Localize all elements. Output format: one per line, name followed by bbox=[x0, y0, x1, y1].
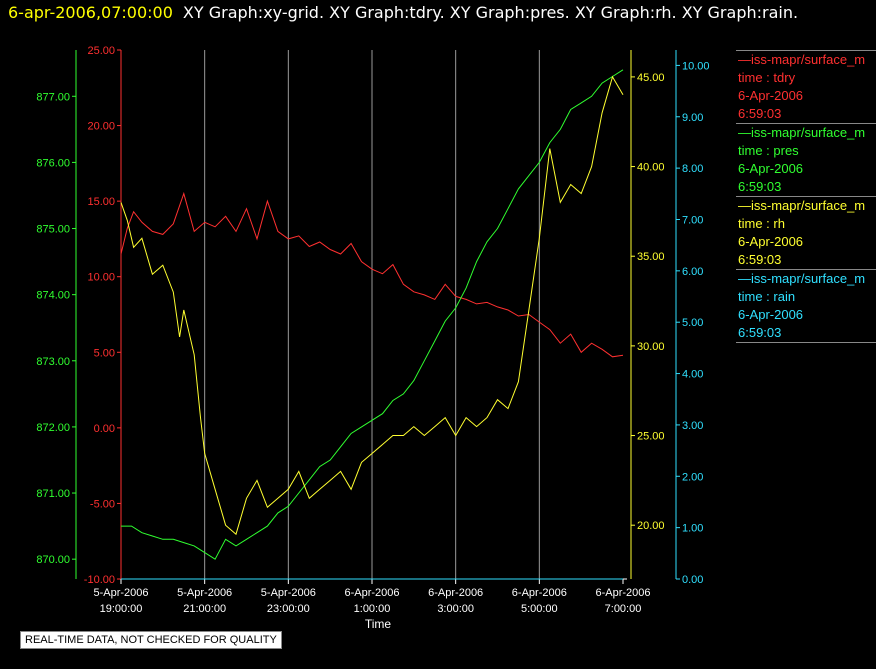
legend-time: 6:59:03 bbox=[738, 106, 782, 121]
legend-name: —iss-mapr/surface_m bbox=[738, 125, 866, 140]
axis-tick-label-tdry: 20.00 bbox=[87, 121, 115, 133]
series-line-tdry bbox=[120, 191, 624, 358]
x-tick-label-time: 23:00:00 bbox=[267, 603, 310, 615]
legend-time: 6:59:03 bbox=[738, 179, 782, 194]
legend-name: —iss-mapr/surface_m bbox=[738, 198, 866, 213]
legend-date: 6-Apr-2006 bbox=[738, 161, 804, 176]
legend-label: time : rain bbox=[738, 289, 796, 304]
axis-tick-label-tdry: -10.00 bbox=[84, 574, 115, 586]
axis-tick-label-rain: 8.00 bbox=[682, 163, 703, 175]
legend-date: 6-Apr-2006 bbox=[738, 88, 804, 103]
x-tick-label-time: 21:00:00 bbox=[183, 603, 226, 615]
x-tick-label-date: 5-Apr-2006 bbox=[177, 587, 232, 599]
axis-tick-label-rh: 40.00 bbox=[637, 162, 665, 174]
legend-name: —iss-mapr/surface_m bbox=[738, 271, 866, 286]
x-tick-label-time: 19:00:00 bbox=[100, 603, 143, 615]
axis-tick-label-rain: 5.00 bbox=[682, 317, 703, 329]
axis-tick-label-rh: 45.00 bbox=[637, 72, 665, 84]
legend-label: time : pres bbox=[738, 143, 799, 158]
legend-label: time : rh bbox=[738, 216, 785, 231]
axis-tick-label-rh: 20.00 bbox=[637, 520, 665, 532]
x-tick-label-date: 6-Apr-2006 bbox=[595, 587, 650, 599]
axis-tick-label-rh: 35.00 bbox=[637, 251, 665, 263]
axis-tick-label-tdry: 15.00 bbox=[87, 196, 115, 208]
axis-tick-label-pres: 871.00 bbox=[36, 488, 70, 500]
x-tick-label-date: 6-Apr-2006 bbox=[428, 587, 483, 599]
legend-name: —iss-mapr/surface_m bbox=[738, 52, 866, 67]
legend-date: 6-Apr-2006 bbox=[738, 234, 804, 249]
legend-time: 6:59:03 bbox=[738, 252, 782, 267]
axis-tick-label-pres: 877.00 bbox=[36, 91, 70, 103]
axis-tick-label-rain: 2.00 bbox=[682, 471, 703, 483]
axis-tick-label-tdry: -5.00 bbox=[90, 498, 115, 510]
x-tick-label-date: 5-Apr-2006 bbox=[261, 587, 316, 599]
axis-tick-label-tdry: 5.00 bbox=[94, 347, 115, 359]
axis-tick-label-pres: 876.00 bbox=[36, 157, 70, 169]
x-tick-label-date: 5-Apr-2006 bbox=[93, 587, 148, 599]
axis-tick-label-tdry: 25.00 bbox=[87, 45, 115, 57]
x-tick-label-time: 5:00:00 bbox=[521, 603, 558, 615]
axis-tick-label-tdry: 10.00 bbox=[87, 272, 115, 284]
series-line-rh bbox=[120, 75, 624, 536]
axis-tick-label-rain: 6.00 bbox=[682, 266, 703, 278]
axis-tick-label-pres: 874.00 bbox=[36, 290, 70, 302]
x-axis-title: Time bbox=[364, 617, 392, 631]
axis-tick-label-rain: 9.00 bbox=[682, 112, 703, 124]
legend: —iss-mapr/surface_m time : tdry 6-Apr-2006… bbox=[736, 50, 876, 343]
x-tick-label-time: 1:00:00 bbox=[354, 603, 391, 615]
axis-tick-label-rain: 1.00 bbox=[682, 523, 703, 535]
axis-tick-label-rh: 30.00 bbox=[637, 341, 665, 353]
axis-tick-label-pres: 872.00 bbox=[36, 422, 70, 434]
axis-tick-label-rain: 0.00 bbox=[682, 574, 703, 586]
axis-tick-label-rain: 4.00 bbox=[682, 369, 703, 381]
axis-tick-label-rain: 7.00 bbox=[682, 214, 703, 226]
axis-tick-label-rain: 3.00 bbox=[682, 420, 703, 432]
axis-tick-label-pres: 873.00 bbox=[36, 356, 70, 368]
legend-date: 6-Apr-2006 bbox=[738, 307, 804, 322]
axis-tick-label-pres: 870.00 bbox=[36, 554, 70, 566]
legend-time: 6:59:03 bbox=[738, 325, 782, 340]
axis-tick-label-rain: 10.00 bbox=[682, 60, 710, 72]
series-line-pres bbox=[121, 69, 624, 560]
header: 6-apr-2006,07:00:00 XY Graph:xy-grid. XY … bbox=[0, 0, 798, 26]
axis-tick-label-pres: 875.00 bbox=[36, 224, 70, 236]
x-tick-label-date: 6-Apr-2006 bbox=[344, 587, 399, 599]
legend-label: time : tdry bbox=[738, 70, 796, 85]
axis-tick-label-tdry: 0.00 bbox=[94, 423, 115, 435]
x-tick-label-date: 6-Apr-2006 bbox=[512, 587, 567, 599]
quality-notice: REAL-TIME DATA, NOT CHECKED FOR QUALITY bbox=[20, 631, 282, 649]
x-tick-label-time: 3:00:00 bbox=[437, 603, 474, 615]
header-title: XY Graph:xy-grid. XY Graph:tdry. XY Grap… bbox=[182, 3, 799, 22]
header-timestamp: 6-apr-2006,07:00:00 bbox=[8, 3, 173, 22]
x-tick-label-time: 7:00:00 bbox=[605, 603, 642, 615]
axis-tick-label-rh: 25.00 bbox=[637, 431, 665, 443]
